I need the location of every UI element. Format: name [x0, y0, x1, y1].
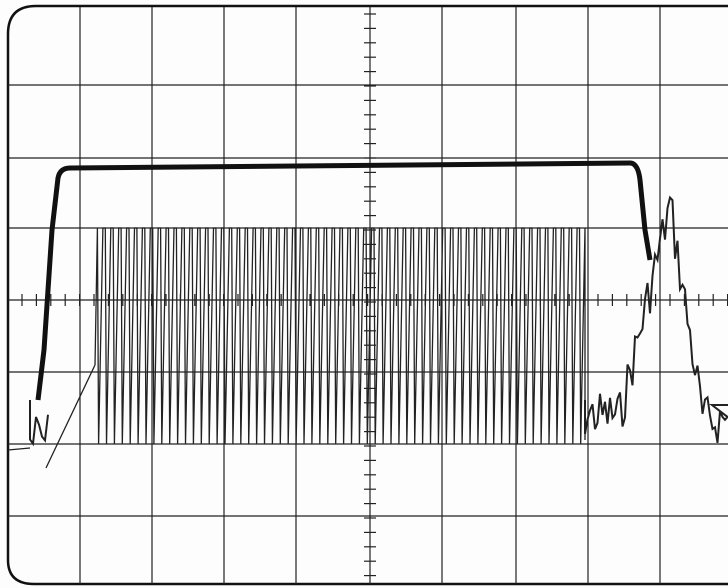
envelope-trace: [35, 160, 653, 401]
signal-trace: [94, 227, 586, 445]
screen-border: [6, 4, 728, 586]
noise-trace: [29, 195, 728, 447]
baseline-trace: [7, 364, 96, 469]
